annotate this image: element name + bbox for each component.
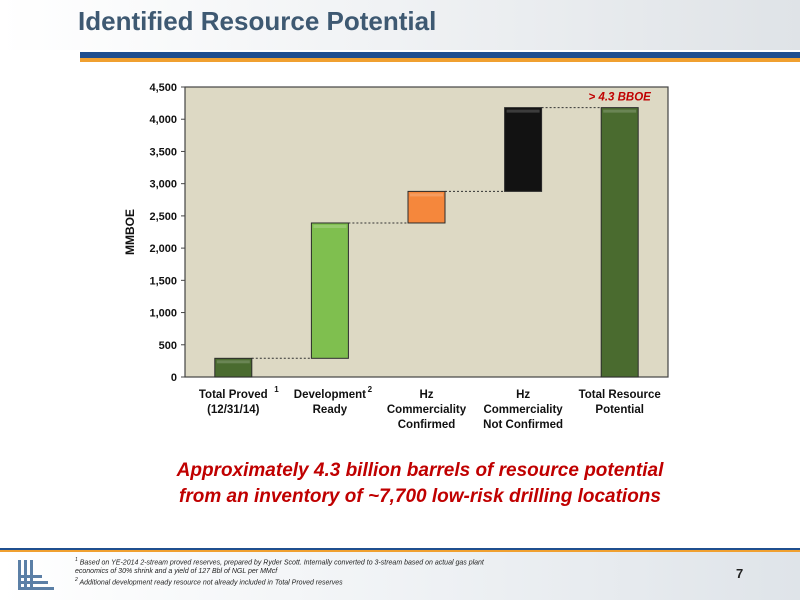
page-title: Identified Resource Potential (78, 6, 437, 36)
footnote-2: 2 Additional development ready resource … (75, 576, 695, 587)
plot-area (184, 86, 669, 378)
y-tick-label: 3,500 (149, 146, 177, 158)
title-rule-blue (80, 52, 800, 58)
x-tick-label: Confirmed (398, 419, 456, 431)
footnote-1-mark: 1 (75, 557, 78, 563)
x-tick-label: Commerciality (387, 404, 467, 416)
waterfall-chart: 0 500 1,000 1,500 2,000 2,500 3,000 3,500 4,000 4… (123, 82, 669, 431)
x-tick-footnote-mark: 1 (274, 385, 279, 394)
tagline-line-1: Approximately 4.3 billion barrels of res… (176, 460, 664, 481)
x-tick-label: Commerciality (483, 404, 563, 416)
y-tick-label: 500 (159, 340, 177, 352)
x-tick-label: Not Confirmed (483, 419, 563, 431)
footnote-2-mark: 2 (75, 577, 78, 584)
footnotes: 1 Based on YE-2014 2-stream proved reser… (75, 556, 695, 588)
footer-rule-blue (0, 548, 800, 550)
bar-highlight (603, 109, 637, 113)
bar-highlight (313, 224, 347, 228)
x-tick-label: Total Proved (199, 389, 268, 401)
y-tick-label: 2,000 (149, 243, 177, 255)
x-tick-footnote-mark: 2 (368, 385, 373, 394)
bar-highlight (216, 360, 250, 364)
x-tick-label: Ready (313, 404, 348, 416)
company-logo-icon (18, 560, 54, 590)
x-tick-label: (12/31/14) (207, 404, 260, 416)
y-tick-label: 2,500 (149, 211, 177, 223)
bar (600, 107, 639, 378)
y-tick-label: 0 (171, 372, 177, 384)
y-tick-label: 1,500 (149, 275, 177, 287)
y-tick-label: 4,500 (149, 82, 177, 94)
title-rule-orange (80, 58, 800, 62)
bar-highlight (506, 109, 540, 113)
annotation-label: > 4.3 BBOE (589, 92, 652, 104)
y-tick-label: 1,000 (149, 308, 177, 320)
footer-rule-orange (0, 550, 800, 552)
tagline-line-2: from an inventory of ~7,700 low-risk dri… (179, 486, 661, 507)
x-tick-label: Total Resource (579, 389, 661, 401)
y-tick-label: 4,000 (149, 114, 177, 126)
x-tick-label: Development (294, 389, 366, 401)
x-tick-label: Hz (516, 389, 530, 401)
page-number: 7 (736, 566, 744, 581)
footnote-1: 1 Based on YE-2014 2-stream proved reser… (75, 556, 695, 567)
x-tick-label: Potential (595, 404, 644, 416)
footnote-1-line-1: Based on YE-2014 2-stream proved reserve… (79, 559, 484, 567)
footer-band (0, 548, 800, 600)
chart-tagline: Approximately 4.3 billion barrels of res… (150, 458, 690, 510)
y-tick-label: 3,000 (149, 179, 177, 191)
y-axis-label: MMBOE (123, 209, 137, 255)
bar-highlight (410, 193, 443, 197)
bar (214, 357, 253, 378)
x-tick-label: Hz (419, 389, 433, 401)
header-band (0, 0, 800, 50)
bar (407, 190, 446, 224)
bar (504, 107, 543, 192)
footnote-2-line: Additional development ready resource no… (79, 579, 343, 587)
bar (310, 222, 349, 359)
footnote-1-line-2: economics of 30% shrink and a yield of 1… (75, 568, 278, 576)
